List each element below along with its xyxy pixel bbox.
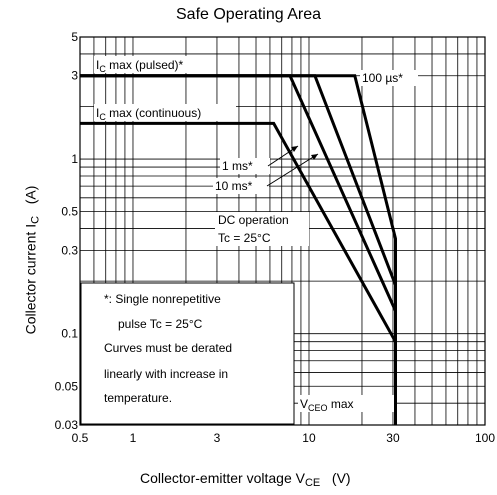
label-dc-tc: Tc = 25°C [218,231,271,245]
label-ic-max-pulsed: IC max (pulsed)* [96,58,184,74]
leader-10ms [266,153,319,187]
label-bg-dc [215,212,309,246]
note-line: linearly with increase in [104,367,228,381]
x-axis-label: Collector-emitter voltage VCE (V) [140,470,351,489]
x-tick-label: 100 [475,431,495,445]
y-axis-label: Collector current IC (A) [22,185,42,335]
y-tick-label: 0.03 [55,418,79,432]
label-bg-vceo [298,395,394,412]
x-tick-label: 10 [302,431,316,445]
arrowhead-1ms [291,146,298,152]
label-bg-ic-pulsed [94,56,212,73]
x-tick-label: 30 [386,431,400,445]
note-line: temperature. [104,391,172,405]
x-tick-label: 3 [214,431,221,445]
series-line [80,74,397,312]
series-line [80,121,397,343]
label-bg-10ms [213,178,269,194]
arrowhead-10ms [311,154,318,160]
label-bg-ic-continuous [94,104,236,121]
note-line: pulse Tc = 25°C [118,317,203,331]
y-tick-label: 0.05 [55,379,79,393]
label-bg-100us [360,70,418,86]
label-ic-max-continuous: IC max (continuous) [96,106,201,122]
y-tick-label: 0.3 [61,243,78,257]
x-tick-label: 0.5 [72,431,89,445]
chart-title: Safe Operating Area [176,6,321,23]
y-tick-label: 3 [71,69,78,83]
y-tick-label: 5 [71,30,78,44]
label-bg-1ms [220,158,270,174]
y-tick-label: 0.5 [61,205,78,219]
label-10ms: 10 ms* [215,179,253,193]
x-tick-label: 1 [130,431,137,445]
y-tick-label: 0.1 [61,327,78,341]
note-box [80,282,295,425]
y-tick-label: 1 [71,152,78,166]
label-dc-operation: DC operation [218,213,289,227]
note-line: *: Single nonrepetitive [104,292,221,306]
label-1ms: 1 ms* [222,159,253,173]
label-vceo-max: VCEO max [300,397,354,413]
label-100us: 100 µs* [362,71,403,85]
note-line: Curves must be derated [104,341,232,355]
plot-frame [79,36,486,426]
